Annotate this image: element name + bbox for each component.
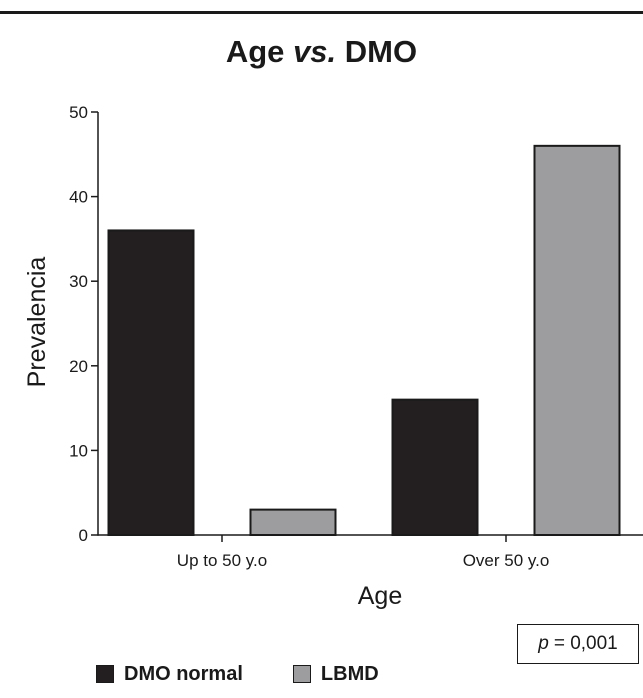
x-tick-label: Up to 50 y.o (177, 551, 267, 570)
chart-title-part-1: Age (225, 34, 285, 69)
y-tick-label: 30 (69, 272, 88, 291)
y-tick-label: 50 (69, 103, 88, 122)
p-value-annotation: p = 0,001 (517, 624, 639, 664)
x-axis-tick-labels: Up to 50 y.o Over 50 y.o (177, 551, 550, 570)
x-axis-title: Age (358, 582, 402, 610)
axes (97, 112, 643, 542)
y-axis-title: Prevalencia (23, 257, 51, 388)
bars (107, 144, 621, 537)
y-axis-ticks: 0 10 20 30 40 50 (69, 103, 98, 545)
bar-dmo-normal-1 (107, 229, 195, 536)
legend-item-lbmd: LBMD (292, 662, 379, 686)
chart-title-part-2: DMO (344, 34, 418, 69)
legend-item-dmo-normal: DMO normal (96, 663, 243, 686)
legend-label-lbmd: LBMD (320, 662, 379, 685)
y-tick-label: 0 (79, 526, 88, 545)
y-tick-label: 40 (69, 188, 88, 207)
bar-lbmd-1 (249, 508, 337, 536)
bar-dmo-normal-2 (391, 398, 479, 537)
legend: DMO normal LBMD (96, 659, 429, 689)
bar-lbmd-2 (533, 144, 621, 536)
x-tick-label: Over 50 y.o (463, 551, 550, 570)
legend-swatch-lbmd (292, 665, 311, 683)
legend-swatch-dmo-normal (96, 665, 114, 683)
top-rule (0, 11, 643, 14)
p-value-symbol: p (538, 633, 549, 654)
chart-title-vs: vs. (293, 34, 337, 69)
y-tick-label: 10 (69, 441, 88, 460)
y-tick-label: 20 (69, 357, 88, 376)
legend-label-dmo-normal: DMO normal (124, 662, 243, 685)
p-value-text: = 0,001 (553, 633, 618, 654)
chart-title: Age vs. DMO (0, 34, 643, 70)
